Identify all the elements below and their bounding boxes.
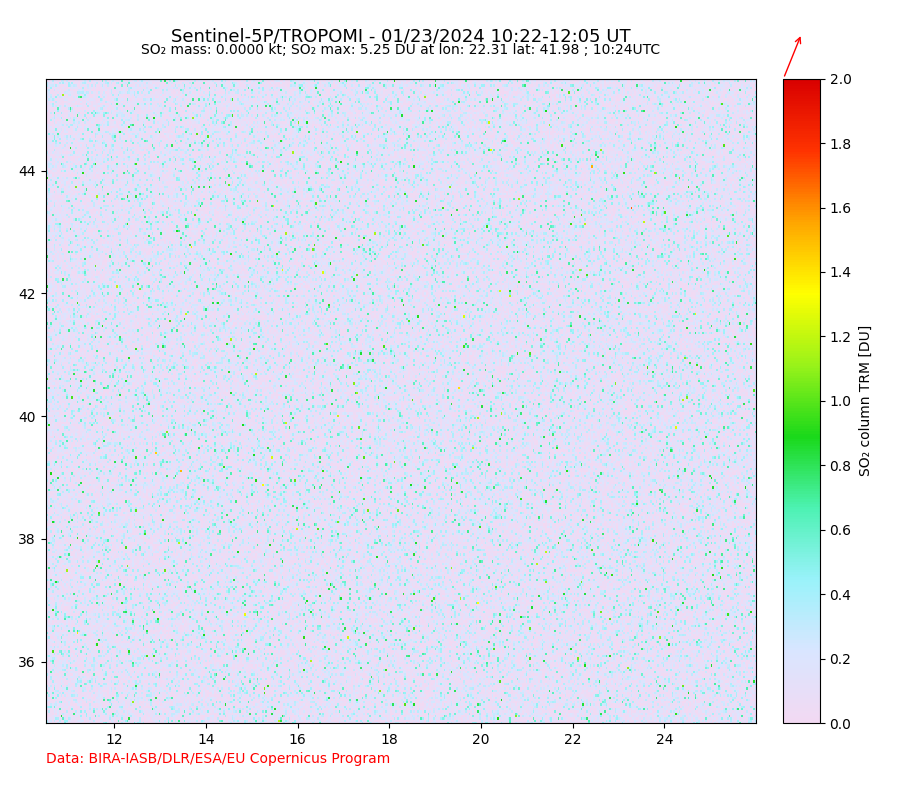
Y-axis label: SO₂ column TRM [DU]: SO₂ column TRM [DU]	[859, 325, 873, 476]
Text: Sentinel-5P/TROPOMI - 01/23/2024 10:22-12:05 UT: Sentinel-5P/TROPOMI - 01/23/2024 10:22-1…	[171, 28, 630, 46]
Text: Data: BIRA-IASB/DLR/ESA/EU Copernicus Program: Data: BIRA-IASB/DLR/ESA/EU Copernicus Pr…	[46, 752, 390, 766]
Text: SO₂ mass: 0.0000 kt; SO₂ max: 5.25 DU at lon: 22.31 lat: 41.98 ; 10:24UTC: SO₂ mass: 0.0000 kt; SO₂ max: 5.25 DU at…	[141, 43, 660, 57]
